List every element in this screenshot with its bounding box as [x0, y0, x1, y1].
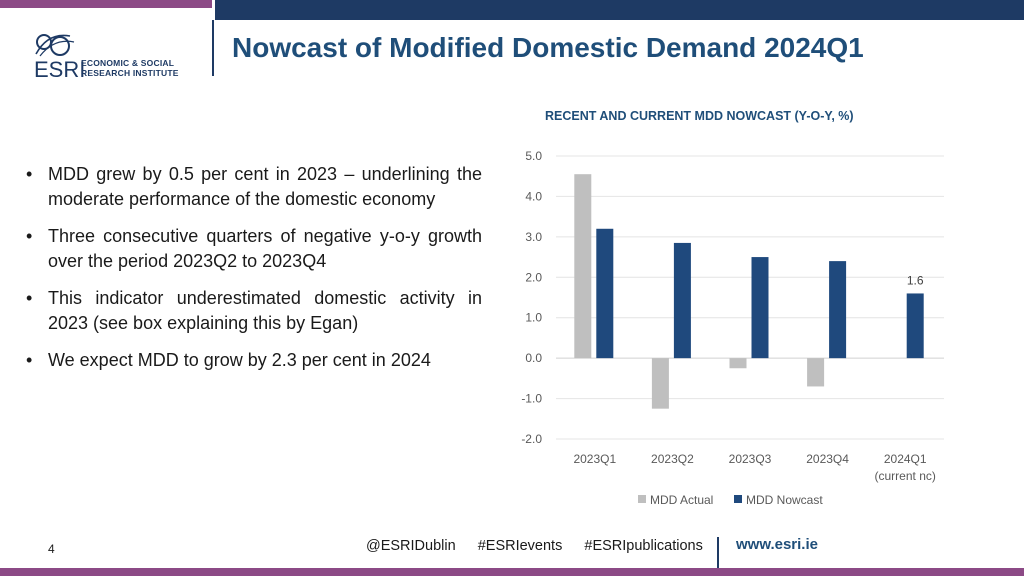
bar-mdd-nowcast	[673, 242, 691, 359]
footer-divider	[717, 537, 719, 576]
chart-title: RECENT AND CURRENT MDD NOWCAST (Y-O-Y, %…	[545, 109, 854, 123]
x-tick-label: 2023Q3	[729, 452, 772, 466]
bar-mdd-nowcast	[596, 228, 614, 359]
bar-mdd-actual	[807, 358, 825, 387]
mdd-bar-chart: 5.0 4.0 3.0 2.0 1.0 0.0 -1.0 -2.0 2023Q1 2023Q2 20…	[521, 149, 944, 507]
bullet-text: Three consecutive quarters of negative y…	[48, 226, 482, 271]
legend-swatch	[734, 495, 742, 503]
bullet-item: • MDD grew by 0.5 per cent in 2023 – unde…	[22, 162, 482, 212]
y-tick-label: 5.0	[525, 149, 542, 163]
footer-website-link[interactable]: www.esri.ie	[736, 536, 818, 553]
bottom-accent-bar	[0, 568, 1024, 576]
legend-label: MDD Nowcast	[746, 493, 823, 507]
bar-mdd-nowcast	[829, 261, 847, 359]
data-label: 1.6	[907, 273, 924, 287]
x-tick-label: 2023Q4	[806, 452, 849, 466]
bar-mdd-actual	[729, 358, 747, 369]
bullet-icon: •	[26, 226, 33, 246]
legend-swatch	[638, 495, 646, 503]
bullet-text: MDD grew by 0.5 per cent in 2023 – under…	[48, 164, 482, 209]
bullet-item: • Three consecutive quarters of negative …	[22, 224, 482, 274]
bar-mdd-actual	[651, 358, 669, 409]
y-tick-label: 3.0	[525, 230, 542, 244]
y-tick-label: 2.0	[525, 270, 542, 284]
bullet-item: • We expect MDD to grow by 2.3 per cent i…	[22, 348, 482, 373]
bar-mdd-nowcast	[751, 257, 769, 359]
bar-mdd-actual	[574, 174, 592, 359]
bullet-text: We expect MDD to grow by 2.3 per cent in…	[48, 350, 431, 370]
footer-handle-events[interactable]: #ESRIevents	[477, 538, 563, 554]
bullet-icon: •	[26, 164, 33, 184]
logo-subtitle-line-1: ECONOMIC & SOCIAL	[81, 58, 175, 68]
y-tick-label: -2.0	[521, 432, 542, 446]
bullet-text: This indicator underestimated domestic a…	[48, 288, 482, 333]
top-header-bar	[215, 0, 1024, 20]
footer-social-handles: @ESRIDublin #ESRIevents #ESRIpublication…	[366, 538, 721, 554]
x-tick-label: 2023Q1	[573, 452, 616, 466]
bullet-icon: •	[26, 350, 33, 370]
logo-subtitle: ECONOMIC & SOCIAL RESEARCH INSTITUTE	[81, 58, 179, 78]
logo-wordmark: ESRI	[34, 57, 86, 82]
footer-handle-twitter[interactable]: @ESRIDublin	[366, 538, 456, 554]
x-tick-label: 2023Q2	[651, 452, 694, 466]
y-tick-label: 4.0	[525, 189, 542, 203]
x-tick-label: 2024Q1	[884, 452, 927, 466]
y-tick-label: -1.0	[521, 392, 542, 406]
x-tick-sublabel: (current nc)	[875, 469, 936, 483]
legend-label: MDD Actual	[650, 493, 713, 507]
bullet-icon: •	[26, 288, 33, 308]
logo-mark-icon	[35, 34, 75, 57]
page-number: 4	[48, 542, 55, 556]
footer-handle-publications[interactable]: #ESRIpublications	[584, 538, 703, 554]
header-divider	[212, 20, 214, 76]
top-accent-bar	[0, 0, 212, 8]
bullet-list: • MDD grew by 0.5 per cent in 2023 – unde…	[22, 162, 482, 385]
y-tick-label: 0.0	[525, 351, 542, 365]
page-title: Nowcast of Modified Domestic Demand 2024…	[232, 32, 864, 63]
bar-mdd-nowcast	[906, 293, 924, 359]
logo-subtitle-line-2: RESEARCH INSTITUTE	[81, 68, 179, 78]
y-tick-label: 1.0	[525, 311, 542, 325]
bullet-item: • This indicator underestimated domestic …	[22, 286, 482, 336]
